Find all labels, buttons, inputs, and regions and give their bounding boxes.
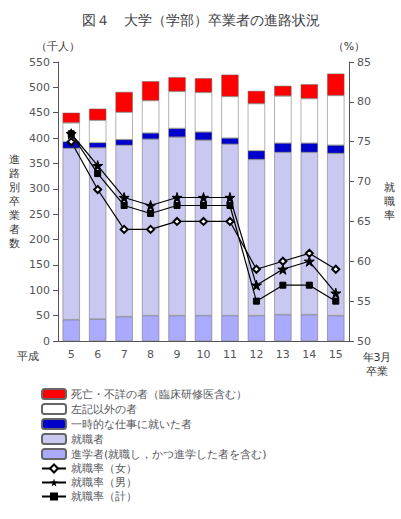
svg-text:250: 250 <box>29 208 50 221</box>
svg-text:（%）: （%） <box>333 40 365 53</box>
svg-text:80: 80 <box>357 95 371 108</box>
svg-text:進学者(就職し，かつ進学した者を含む): 進学者(就職し，かつ進学した者を含む) <box>71 448 267 461</box>
svg-text:平成: 平成 <box>17 350 39 363</box>
svg-text:率: 率 <box>384 209 395 222</box>
svg-text:65: 65 <box>357 215 371 228</box>
svg-text:100: 100 <box>29 284 50 297</box>
svg-text:就職率（男）: 就職率（男） <box>71 476 137 489</box>
svg-text:55: 55 <box>357 295 371 308</box>
svg-text:70: 70 <box>357 175 371 188</box>
svg-text:13: 13 <box>276 348 290 361</box>
svg-text:卒業: 卒業 <box>366 365 388 378</box>
svg-text:路: 路 <box>9 167 20 180</box>
svg-text:150: 150 <box>29 258 50 271</box>
svg-text:500: 500 <box>29 81 50 94</box>
svg-text:85: 85 <box>357 56 371 69</box>
svg-text:350: 350 <box>29 157 50 170</box>
svg-text:一時的な仕事に就いた者: 一時的な仕事に就いた者 <box>71 418 192 431</box>
svg-text:数: 数 <box>9 237 20 250</box>
svg-text:15: 15 <box>329 348 343 361</box>
svg-text:60: 60 <box>357 255 371 268</box>
svg-text:別: 別 <box>9 181 20 194</box>
svg-text:550: 550 <box>29 56 50 69</box>
svg-text:者: 者 <box>9 223 20 236</box>
svg-text:14: 14 <box>302 348 316 361</box>
svg-text:就職率（女）: 就職率（女） <box>71 462 137 475</box>
svg-text:図４ 大学（学部）卒業者の進路状況: 図４ 大学（学部）卒業者の進路状況 <box>82 12 320 28</box>
svg-text:6: 6 <box>94 348 101 361</box>
svg-text:職: 職 <box>384 195 395 208</box>
svg-text:5: 5 <box>68 348 75 361</box>
svg-text:（千人）: （千人） <box>36 40 80 53</box>
svg-text:10: 10 <box>197 348 211 361</box>
svg-text:75: 75 <box>357 135 371 148</box>
svg-text:200: 200 <box>29 233 50 246</box>
svg-text:450: 450 <box>29 106 50 119</box>
svg-text:年3月: 年3月 <box>363 351 392 364</box>
svg-text:8: 8 <box>147 348 154 361</box>
svg-text:業: 業 <box>9 209 20 222</box>
svg-text:11: 11 <box>223 348 237 361</box>
svg-text:7: 7 <box>121 348 128 361</box>
svg-text:9: 9 <box>174 348 181 361</box>
svg-text:300: 300 <box>29 182 50 195</box>
svg-text:就職率（計）: 就職率（計） <box>71 490 137 503</box>
svg-text:就職者: 就職者 <box>71 433 104 446</box>
svg-text:左記以外の者: 左記以外の者 <box>71 403 137 416</box>
svg-text:0: 0 <box>43 335 50 348</box>
svg-text:50: 50 <box>357 335 371 348</box>
svg-text:卒: 卒 <box>9 195 20 208</box>
svg-text:400: 400 <box>29 132 50 145</box>
svg-text:死亡・不詳の者（臨床研修医含む）: 死亡・不詳の者（臨床研修医含む） <box>71 388 247 401</box>
svg-text:就: 就 <box>384 181 395 194</box>
svg-text:50: 50 <box>36 309 50 322</box>
svg-text:12: 12 <box>249 348 263 361</box>
svg-text:進: 進 <box>9 153 20 166</box>
